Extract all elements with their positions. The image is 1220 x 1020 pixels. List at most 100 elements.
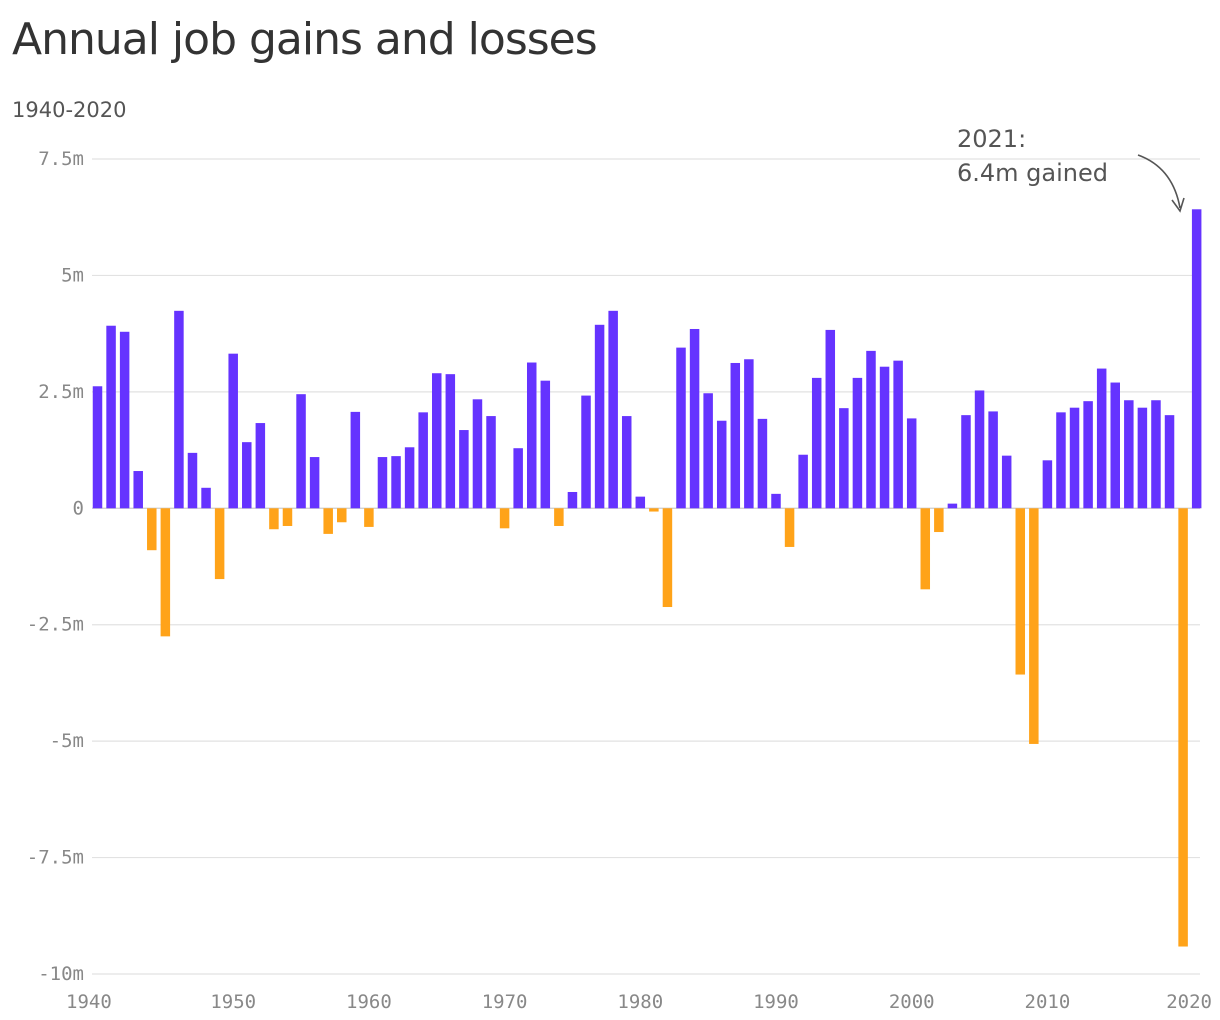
bar-1950: [228, 353, 238, 509]
bar-2016: [1124, 400, 1134, 509]
bar-1948: [201, 487, 211, 509]
annotation-arrowhead: [1171, 197, 1185, 213]
bar-1999: [893, 360, 903, 509]
x-tick-label: 1950: [210, 991, 256, 1013]
bar-1972: [526, 362, 537, 509]
bar-1940: [92, 386, 103, 509]
bar-2009: [1029, 508, 1039, 744]
x-tick-label: 1990: [753, 991, 799, 1013]
bar-1990: [771, 493, 781, 509]
y-tick-label: 2.5m: [38, 381, 84, 403]
bar-1983: [676, 347, 686, 509]
bar-2020: [1178, 508, 1188, 947]
bar-1980: [635, 496, 646, 509]
bar-1997: [866, 350, 876, 509]
bar-1984: [689, 328, 700, 509]
bar-2018: [1151, 400, 1161, 509]
y-tick-label: -7.5m: [27, 847, 84, 869]
bar-1994: [825, 329, 836, 509]
bar-1988: [744, 359, 754, 509]
bar-1944: [147, 508, 157, 551]
bar-2012: [1069, 407, 1080, 509]
bar-1963: [404, 447, 415, 509]
bar-1960: [364, 508, 374, 527]
bar-2013: [1083, 401, 1093, 509]
bar-1955: [296, 394, 306, 509]
bar-1975: [567, 491, 578, 509]
bar-2015: [1110, 382, 1120, 509]
bars: [92, 209, 1202, 947]
x-axis-labels: 1940 1950 1960 1970 1980 1990 2000 2010 2020: [66, 991, 1212, 1013]
bar-1958: [337, 508, 347, 523]
y-tick-label: 7.5m: [38, 148, 84, 170]
bar-2010: [1042, 460, 1053, 509]
bar-1951: [242, 442, 252, 509]
bar-2001: [920, 508, 931, 590]
bar-1989: [757, 418, 768, 509]
bar-1971: [513, 448, 523, 509]
bar-2019: [1164, 415, 1175, 509]
bar-2003: [947, 503, 958, 509]
bar-1982: [662, 508, 673, 608]
bar-2005: [974, 390, 985, 509]
chart-title: Annual job gains and losses: [12, 14, 598, 65]
bar-2011: [1056, 412, 1066, 509]
bar-2000: [906, 418, 917, 509]
y-tick-label: -2.5m: [27, 614, 84, 636]
bar-1998: [879, 366, 890, 509]
bar-1991: [784, 508, 795, 547]
bar-1996: [852, 377, 863, 509]
bar-1941: [106, 325, 116, 509]
bar-1974: [554, 508, 564, 526]
bar-1979: [621, 416, 632, 509]
chart-subtitle: 1940-2020: [12, 98, 127, 122]
x-tick-label: 1980: [617, 991, 663, 1013]
gridlines: [92, 158, 1200, 975]
annotation-line-2: 6.4m gained: [957, 159, 1108, 187]
annotation-arrow: [1137, 154, 1181, 209]
y-tick-label: -10m: [38, 963, 84, 985]
bar-1993: [811, 377, 822, 509]
x-tick-label: 1970: [482, 991, 528, 1013]
bar-1946: [174, 310, 184, 509]
bar-1953: [269, 508, 279, 530]
bar-1969: [486, 416, 496, 509]
bar-1967: [459, 430, 469, 509]
bar-1970: [499, 508, 510, 529]
x-tick-label: 2000: [889, 991, 935, 1013]
bar-1976: [581, 395, 591, 509]
bar-1985: [703, 393, 713, 509]
x-tick-label: 1940: [66, 991, 112, 1013]
annotation-line-1: 2021:: [957, 125, 1026, 153]
y-axis-labels: 7.5m 5m 2.5m 0 -2.5m -5m -7.5m -10m: [27, 148, 84, 985]
bar-1961: [377, 457, 388, 509]
bar-1966: [445, 374, 456, 509]
bar-2014: [1096, 368, 1107, 509]
bar-1949: [214, 508, 225, 580]
bar-1978: [608, 310, 618, 509]
bar-1965: [432, 373, 442, 509]
bar-1952: [255, 423, 266, 509]
bar-2004: [961, 415, 971, 509]
y-tick-label: -5m: [50, 730, 84, 752]
bar-1964: [418, 412, 428, 509]
bar-1995: [839, 408, 849, 509]
y-tick-label: 0: [73, 497, 84, 519]
bar-2021: [1191, 209, 1202, 509]
bar-1959: [350, 411, 361, 509]
bar-1947: [187, 452, 198, 509]
bar-1943: [133, 471, 143, 509]
bar-2002: [934, 508, 944, 533]
bar-1945: [160, 508, 171, 637]
bar-2006: [988, 411, 998, 509]
bar-1968: [472, 399, 483, 509]
bar-1957: [323, 508, 333, 534]
annotation: 2021: 6.4m gained: [957, 125, 1185, 213]
bar-1986: [716, 420, 727, 509]
bar-1962: [391, 456, 401, 509]
bar-1942: [119, 331, 130, 509]
bar-1954: [282, 508, 293, 526]
bar-2007: [1001, 455, 1012, 509]
bar-1977: [594, 324, 605, 509]
